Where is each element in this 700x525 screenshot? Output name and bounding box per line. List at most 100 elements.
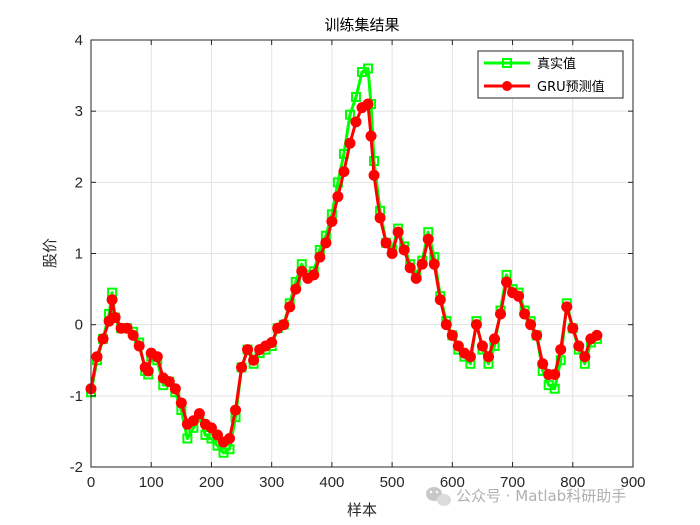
data-point-predicted xyxy=(368,169,380,181)
data-point-predicted xyxy=(567,322,579,334)
x-tick-label: 800 xyxy=(560,474,585,491)
legend-entry-actual: 真实值 xyxy=(484,56,576,72)
data-point-predicted xyxy=(163,376,175,388)
data-point-actual xyxy=(344,109,355,120)
data-point-predicted xyxy=(365,130,377,142)
data-point-predicted xyxy=(290,283,302,295)
data-point-actual xyxy=(549,383,560,394)
data-point-predicted xyxy=(109,312,121,324)
y-tick-label: 4 xyxy=(75,32,83,49)
data-point-predicted xyxy=(495,308,507,320)
legend-label-predicted: GRU预测值 xyxy=(537,79,605,95)
data-point-predicted xyxy=(513,290,525,302)
x-tick-label: 500 xyxy=(380,474,405,491)
data-point-predicted xyxy=(193,408,205,420)
data-point-predicted xyxy=(175,397,187,409)
series-predicted xyxy=(85,98,603,448)
data-point-predicted xyxy=(374,212,386,224)
data-point-predicted xyxy=(440,319,452,331)
data-point-predicted xyxy=(106,294,118,306)
data-point-predicted xyxy=(446,329,458,341)
x-tick-label: 600 xyxy=(440,474,465,491)
data-point-predicted xyxy=(127,329,139,341)
data-point-predicted xyxy=(308,269,320,281)
data-point-predicted xyxy=(133,340,145,352)
data-point-predicted xyxy=(344,137,356,149)
data-point-predicted xyxy=(169,383,181,395)
data-point-predicted xyxy=(380,237,392,249)
data-point-predicted xyxy=(519,308,531,320)
data-point-predicted xyxy=(248,354,260,366)
data-point-predicted xyxy=(482,351,494,363)
data-point-predicted xyxy=(91,351,103,363)
x-tick-labels: 0 100 200 300 400 500 600 700 800 900 xyxy=(87,474,646,491)
data-point-predicted xyxy=(320,237,332,249)
data-point-predicted xyxy=(278,319,290,331)
y-tick-label: 0 xyxy=(75,317,83,334)
y-tick-label: 1 xyxy=(75,246,83,263)
data-point-predicted xyxy=(326,215,338,227)
watermark: 公众号 · Matlab科研助手 xyxy=(426,487,626,506)
data-point-predicted xyxy=(121,322,133,334)
data-point-predicted xyxy=(488,333,500,345)
data-point-predicted xyxy=(537,358,549,370)
data-point-predicted xyxy=(525,319,537,331)
data-point-predicted xyxy=(205,422,217,434)
x-tick-label: 200 xyxy=(199,474,224,491)
data-point-predicted xyxy=(362,98,374,110)
legend-marker-circle xyxy=(502,81,512,91)
y-axis-label: 股价 xyxy=(41,238,59,268)
data-point-actual xyxy=(224,444,235,455)
data-point-predicted xyxy=(422,233,434,245)
data-point-predicted xyxy=(404,262,416,274)
data-point-predicted xyxy=(350,116,362,128)
data-point-predicted xyxy=(284,301,296,313)
data-point-predicted xyxy=(187,415,199,427)
data-point-predicted xyxy=(386,248,398,259)
y-tick-label: -2 xyxy=(70,459,83,476)
data-point-predicted xyxy=(416,258,428,270)
data-point-predicted xyxy=(242,344,254,356)
x-tick-label: 400 xyxy=(319,474,344,491)
data-point-predicted xyxy=(211,429,223,441)
data-point-predicted xyxy=(266,336,278,348)
x-tick-label: 900 xyxy=(620,474,645,491)
tick-marks xyxy=(90,39,634,468)
data-point-predicted xyxy=(338,166,350,178)
series-layer xyxy=(85,63,603,458)
x-tick-label: 0 xyxy=(87,474,95,491)
data-point-predicted xyxy=(549,368,561,380)
data-point-predicted xyxy=(470,319,482,331)
data-point-actual xyxy=(350,91,361,102)
data-point-predicted xyxy=(464,351,476,363)
data-point-predicted xyxy=(230,404,242,416)
data-point-predicted xyxy=(573,340,585,352)
data-point-predicted xyxy=(579,351,591,363)
x-tick-label: 100 xyxy=(139,474,164,491)
data-point-actual xyxy=(363,63,374,74)
data-point-predicted xyxy=(561,301,573,313)
y-tick-label: 3 xyxy=(75,103,83,120)
data-point-predicted xyxy=(555,344,567,356)
watermark-text: 公众号 · Matlab科研助手 xyxy=(456,487,626,505)
data-point-predicted xyxy=(531,329,543,341)
wechat-icon xyxy=(426,487,451,506)
data-point-predicted xyxy=(142,365,154,377)
x-tick-label: 300 xyxy=(259,474,284,491)
y-tick-label: 2 xyxy=(75,174,83,191)
data-point-predicted xyxy=(410,272,422,284)
data-point-predicted xyxy=(434,294,446,306)
data-point-predicted xyxy=(224,433,236,445)
data-point-predicted xyxy=(332,191,344,203)
x-tick-label: 700 xyxy=(500,474,525,491)
data-point-predicted xyxy=(476,340,488,352)
x-axis-label: 样本 xyxy=(347,501,377,519)
data-point-predicted xyxy=(236,361,248,373)
y-tick-labels: -2 -1 0 1 2 3 4 xyxy=(70,32,83,476)
data-point-predicted xyxy=(501,276,513,288)
y-tick-label: -1 xyxy=(70,388,83,405)
data-point-predicted xyxy=(97,333,109,345)
data-point-predicted xyxy=(296,265,308,277)
legend-label-actual: 真实值 xyxy=(537,56,576,72)
